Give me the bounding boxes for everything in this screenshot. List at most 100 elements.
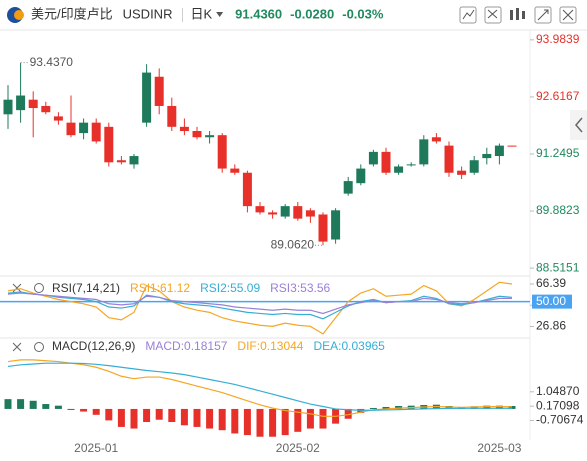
change-percent: -0.03% — [342, 6, 384, 21]
ticker: USDINR — [123, 6, 173, 21]
macd-bar — [168, 408, 176, 423]
price: 91.4360 — [235, 6, 282, 21]
low-label: 89.0620 — [271, 237, 315, 251]
candle-body — [116, 160, 126, 163]
macd-bar — [42, 404, 50, 409]
candle-body — [457, 170, 467, 175]
macd-bar — [4, 399, 12, 409]
candle-body — [343, 181, 353, 194]
period-selector[interactable]: 日K — [190, 6, 212, 21]
candle-body — [318, 214, 328, 242]
y-tick-label: 88.5151 — [536, 260, 580, 274]
candle-body — [53, 116, 63, 121]
high-label: 93.4370 — [30, 55, 74, 69]
candle-body — [394, 166, 404, 173]
candle-body — [356, 168, 366, 184]
y-tick-label: 93.9839 — [536, 32, 580, 46]
macd-bar — [294, 408, 302, 432]
fullscreen-icon[interactable] — [534, 6, 552, 24]
toolbar-icon[interactable] — [459, 6, 477, 24]
candle-body — [242, 172, 252, 207]
candle-body — [41, 105, 51, 113]
candle-body — [154, 76, 164, 106]
candle-body — [255, 206, 265, 213]
candle-body — [406, 164, 416, 166]
candle-body — [293, 206, 303, 219]
indicator-line — [7, 281, 513, 335]
settings-indicator[interactable] — [34, 283, 44, 293]
x-tick-label: 2025-01 — [74, 441, 118, 455]
candle-body — [280, 206, 290, 217]
candle-body — [104, 126, 114, 163]
candle-body — [179, 126, 189, 132]
x-tick-label: 2025-02 — [276, 441, 320, 455]
candle-body — [16, 95, 26, 111]
macd-bar — [269, 408, 277, 437]
candle-body — [507, 145, 517, 147]
legend-entry: DEA:0.03965 — [313, 339, 385, 353]
macd-bar — [344, 408, 352, 419]
y-tick-label: 0.17098 — [536, 398, 580, 412]
legend-entry: RSI2:55.09 — [200, 281, 260, 295]
settings-indicator[interactable] — [34, 342, 44, 352]
macd-bar — [29, 400, 37, 409]
candle-body — [444, 145, 454, 173]
indicator-line — [7, 291, 513, 320]
symbol-name: 美元/印度卢比 — [31, 6, 113, 21]
macd-bar — [306, 408, 314, 429]
legend-entry: RSI3:53.56 — [270, 281, 330, 295]
candle-body — [28, 99, 38, 109]
x-tick-label: 2025-03 — [477, 441, 521, 455]
candle-body — [91, 122, 101, 142]
legend-entry: DIF:0.13044 — [237, 339, 303, 353]
toolbar-icon[interactable] — [484, 6, 502, 24]
candle-body — [368, 151, 378, 165]
candle-body — [431, 137, 441, 142]
y-tick-label: 1.04870 — [536, 384, 580, 398]
candle-body — [3, 99, 13, 115]
candle-body — [192, 131, 202, 138]
macd-bar — [281, 408, 289, 436]
level-label: 50.00 — [536, 294, 566, 308]
indicator-line — [7, 359, 513, 417]
y-tick-label: -0.70674 — [536, 413, 584, 427]
close-icon[interactable] — [559, 6, 577, 24]
macd-bar — [256, 408, 264, 437]
macd-bar — [508, 406, 516, 409]
candle-body — [305, 210, 315, 217]
macd-bar — [92, 408, 100, 415]
toolbar-icon[interactable] — [510, 8, 525, 20]
candle-body — [167, 105, 177, 127]
macd-bar — [54, 405, 62, 409]
macd-bar — [193, 408, 201, 427]
candle-body — [268, 212, 278, 215]
indicator-title: RSI(7,14,21) — [52, 281, 120, 295]
macd-bar — [483, 405, 491, 409]
macd-bar — [382, 406, 390, 409]
candle-body — [142, 72, 152, 123]
candle-body — [79, 122, 89, 134]
indicator-line — [7, 362, 512, 411]
collapse-button[interactable] — [570, 110, 587, 140]
macd-bar — [180, 408, 188, 426]
candle-body — [419, 139, 429, 165]
level-badge — [532, 294, 572, 309]
macd-bar — [395, 406, 403, 409]
macd-bar — [67, 408, 75, 410]
y-tick-label: 26.86 — [536, 319, 566, 333]
dropdown-caret[interactable] — [216, 12, 224, 17]
indicator-title: MACD(12,26,9) — [52, 339, 135, 353]
macd-bar — [218, 408, 226, 431]
candle-body — [66, 122, 76, 136]
macd-bar — [80, 408, 88, 412]
y-tick-label: 66.39 — [536, 276, 566, 290]
candle-body — [482, 153, 492, 159]
indicator-line — [7, 292, 512, 315]
y-tick-label: 91.2495 — [536, 146, 580, 160]
macd-bar — [105, 408, 113, 421]
close-indicator[interactable] — [12, 342, 22, 352]
macd-bar — [495, 405, 503, 409]
y-tick-label: 92.6167 — [536, 89, 580, 103]
close-indicator[interactable] — [12, 283, 22, 293]
